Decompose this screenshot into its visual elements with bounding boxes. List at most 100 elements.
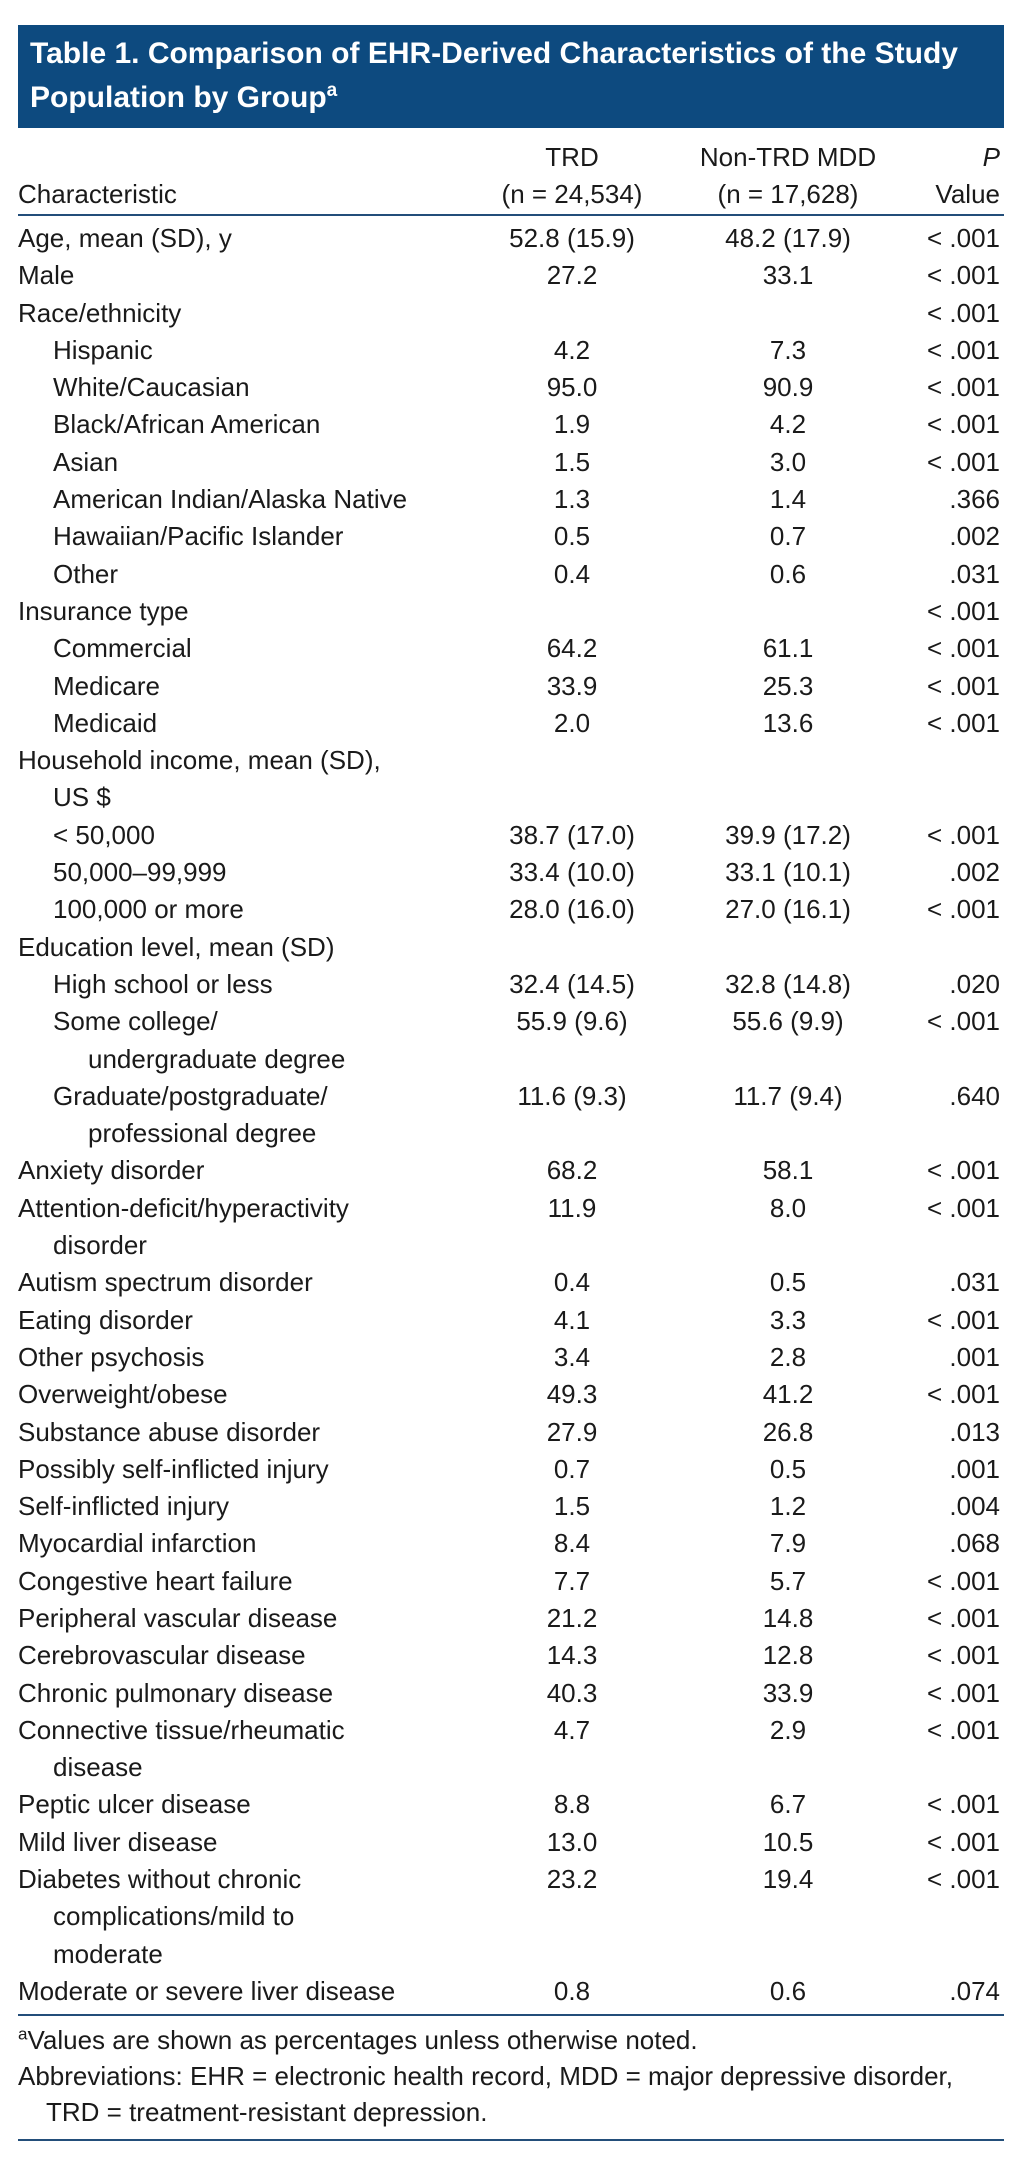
non-trd-value: 0.7 — [769, 521, 807, 552]
non-trd-value: 25.3 — [762, 670, 814, 701]
non-trd-value: 14.8 — [762, 1602, 814, 1633]
non-trd-value: 7.3 — [769, 334, 807, 365]
row-label: Myocardial infarction — [18, 1528, 257, 1559]
p-value: .002 — [949, 521, 1000, 552]
footnote-marker: a — [18, 2024, 28, 2044]
row-label: Peripheral vascular disease — [18, 1602, 338, 1633]
row-label: Asian — [53, 446, 119, 477]
non-trd-value: 32.8 (14.8) — [725, 968, 851, 999]
non-trd-value: 39.9 (17.2) — [725, 819, 851, 850]
trd-value: 0.4 — [553, 558, 591, 589]
row-label: Diabetes without chronic — [18, 1864, 302, 1895]
row-label: Other — [53, 558, 119, 589]
table-row: Hawaiian/Pacific Islander 0.5 0.7 .002 — [0, 518, 1029, 555]
row-label: 50,000–99,999 — [53, 857, 227, 888]
p-value: .013 — [949, 1416, 1000, 1447]
trd-value: 13.0 — [546, 1826, 598, 1857]
trd-value: 32.4 (14.5) — [509, 968, 635, 999]
trd-value: 38.7 (17.0) — [509, 819, 635, 850]
trd-value: 11.6 (9.3) — [517, 1080, 627, 1111]
trd-value: 4.2 — [553, 334, 591, 365]
row-label: Connective tissue/rheumatic — [18, 1714, 345, 1745]
row-label: Congestive heart failure — [18, 1565, 293, 1596]
row-label: Chronic pulmonary disease — [18, 1677, 334, 1708]
p-value: < .001 — [926, 1006, 1000, 1037]
header-line: Value — [935, 179, 1000, 210]
table-row: Chronic pulmonary disease 40.3 33.9 < .001 — [0, 1675, 1029, 1712]
non-trd-value: 4.2 — [769, 409, 807, 440]
row-label: 100,000 or more — [53, 894, 244, 925]
non-trd-value: 61.1 — [762, 633, 814, 664]
p-value: .074 — [949, 1975, 1000, 2006]
non-trd-value: 48.2 (17.9) — [725, 223, 851, 253]
p-value: .031 — [949, 1267, 1000, 1298]
p-value: < .001 — [926, 409, 1000, 440]
row-label: Some college/ — [53, 1006, 218, 1037]
row-label: Self-inflicted injury — [18, 1491, 229, 1522]
table-title: Table 1. Comparison of EHR-Derived Chara… — [18, 25, 1004, 128]
p-value: < .001 — [926, 633, 1000, 664]
trd-value: 33.4 (10.0) — [509, 857, 635, 888]
table-row: Hispanic 4.2 7.3 < .001 — [0, 332, 1029, 369]
header-line: TRD — [545, 142, 599, 172]
table-body: Age, mean (SD), y 52.8 (15.9) 48.2 (17.9) <… — [0, 220, 1029, 2010]
p-value: < .001 — [926, 372, 1000, 403]
trd-value: 0.4 — [553, 1267, 591, 1298]
row-label: undergraduate degree — [88, 1043, 346, 1074]
non-trd-value: 5.7 — [769, 1565, 807, 1596]
table-row: 100,000 or more 28.0 (16.0) 27.0 (16.1) < .… — [0, 891, 1029, 928]
p-value: < .001 — [926, 260, 1000, 291]
row-label: Commercial — [53, 633, 192, 664]
p-value: .366 — [949, 484, 1000, 515]
non-trd-value: 3.0 — [769, 446, 807, 477]
row-label: Attention-deficit/hyperactivity — [18, 1192, 349, 1223]
p-value: .031 — [949, 558, 1000, 589]
trd-value: 55.9 (9.6) — [516, 1006, 628, 1037]
trd-value: 7.7 — [553, 1565, 591, 1596]
row-label: Medicare — [53, 670, 160, 701]
non-trd-value: 55.6 (9.9) — [732, 1006, 844, 1037]
row-label: < 50,000 — [53, 819, 155, 850]
trd-value: 0.8 — [553, 1975, 591, 2006]
table-row: Asian 1.5 3.0 < .001 — [0, 444, 1029, 481]
trd-value: 1.9 — [553, 409, 591, 440]
table-row: Some college/undergraduate degree 55.9 (9… — [0, 1003, 1029, 1078]
p-value: < .001 — [926, 1640, 1000, 1671]
table-row: Cerebrovascular disease 14.3 12.8 < .001 — [0, 1637, 1029, 1674]
table-row: Insurance type < .001 — [0, 593, 1029, 630]
trd-value: 3.4 — [553, 1341, 591, 1372]
header-rule — [18, 214, 1004, 216]
non-trd-value: 12.8 — [762, 1640, 814, 1671]
table-row: < 50,000 38.7 (17.0) 39.9 (17.2) < .001 — [0, 817, 1029, 854]
trd-value: 4.1 — [553, 1304, 591, 1335]
table-row: Male 27.2 33.1 < .001 — [0, 257, 1029, 294]
table-row: Anxiety disorder 68.2 58.1 < .001 — [0, 1152, 1029, 1189]
row-label: Peptic ulcer disease — [18, 1789, 251, 1820]
row-label: Cerebrovascular disease — [18, 1640, 306, 1671]
row-label: Possibly self-inflicted injury — [18, 1453, 329, 1484]
row-label: Autism spectrum disorder — [18, 1267, 313, 1298]
footnotes: aValues are shown as percentages unless … — [18, 2022, 1004, 2130]
p-value: .004 — [949, 1491, 1000, 1522]
p-value: < .001 — [926, 819, 1000, 850]
table-row: Substance abuse disorder 27.9 26.8 .013 — [0, 1414, 1029, 1451]
p-value: < .001 — [926, 1677, 1000, 1708]
header-line: (n = 24,534) — [501, 179, 643, 210]
non-trd-value: 41.2 — [762, 1379, 814, 1410]
p-value: < .001 — [926, 707, 1000, 738]
table-rule — [18, 2014, 1004, 2016]
footnote: aValues are shown as percentages unless … — [18, 2022, 1004, 2058]
trd-value: 1.5 — [553, 1491, 591, 1522]
non-trd-value: 13.6 — [762, 707, 814, 738]
table-row: Peripheral vascular disease 21.2 14.8 < .00… — [0, 1600, 1029, 1637]
trd-value: 27.2 — [546, 260, 598, 291]
trd-value: 0.7 — [553, 1453, 591, 1484]
title-note: a — [326, 80, 338, 101]
footnote: Abbreviations: EHR = electronic health r… — [18, 2058, 1004, 2130]
non-trd-value: 33.1 — [762, 260, 814, 291]
title-text: Table 1. Comparison of EHR-Derived Chara… — [30, 37, 958, 114]
p-value: .001 — [949, 1341, 1000, 1372]
row-label: Age, mean (SD), y — [18, 223, 232, 253]
table-row: Black/African American 1.9 4.2 < .001 — [0, 406, 1029, 443]
